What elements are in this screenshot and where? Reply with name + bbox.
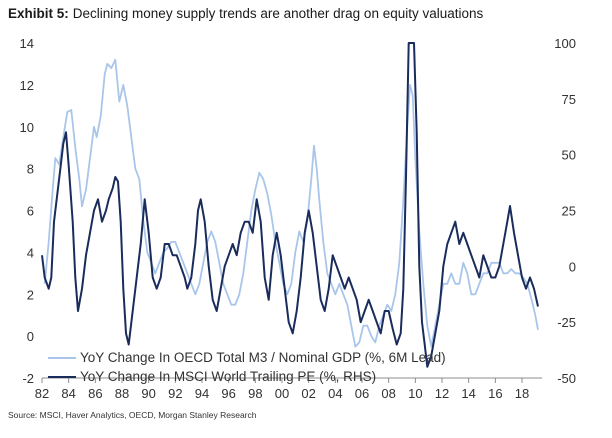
series-lines [41,42,539,368]
y-left-ticks: 14 12 10 8 6 4 2 0 -2 [20,36,34,386]
y-right-tick-label: 50 [562,148,576,163]
x-tick-label: 84 [61,386,75,401]
x-tick-label: 94 [195,386,209,401]
legend-label-m3: YoY Change In OECD Total M3 / Nominal GD… [80,350,446,365]
y-right-tick-label: -25 [557,315,576,330]
x-tick-label: 96 [221,386,235,401]
x-tick-label: 98 [248,386,262,401]
x-tick-label: 06 [355,386,369,401]
y-left-tick-label: 0 [27,329,34,344]
exhibit-label: Exhibit 5: [8,6,69,21]
x-tick-label: 14 [461,386,475,401]
y-left-tick-label: 2 [27,287,34,302]
series-line-m3 [43,58,539,348]
y-right-tick-label: 0 [569,259,576,274]
x-tick-label: 04 [328,386,342,401]
legend: YoY Change In OECD Total M3 / Nominal GD… [48,350,446,384]
x-tick-label: 18 [515,386,529,401]
chart-title: Exhibit 5: Declining money supply trends … [8,6,484,21]
x-tick-label: 12 [435,386,449,401]
x-ticks: 82 84 86 88 90 92 94 96 98 00 02 04 06 08 10 12 14 16 18 [35,378,529,401]
y-right-ticks: 100 75 50 25 0 -25 -50 [554,36,576,386]
legend-label-pe: YoY Change In MSCI World Trailing PE (%,… [80,369,376,384]
x-tick-label: 90 [141,386,155,401]
x-tick-label: 16 [488,386,502,401]
y-right-tick-label: 75 [562,92,576,107]
x-tick-label: 08 [381,386,395,401]
y-right-tick-label: -50 [557,371,576,386]
series-line-pe [41,42,539,368]
chart-title-text: Declining money supply trends are anothe… [73,6,484,21]
x-tick-label: 82 [35,386,49,401]
x-tick-label: 00 [275,386,289,401]
y-left-tick-label: 4 [27,245,34,260]
plot-area: 82 84 86 88 90 92 94 96 98 00 02 04 06 08 10 12 14 16 18 1… [20,36,576,401]
y-left-tick-label: 10 [20,120,34,135]
y-left-tick-label: 8 [27,162,34,177]
y-left-tick-label: -2 [22,371,34,386]
y-right-tick-label: 100 [554,36,576,51]
y-left-tick-label: 12 [20,78,34,93]
x-tick-label: 92 [168,386,182,401]
x-tick-label: 86 [88,386,102,401]
x-tick-label: 88 [115,386,129,401]
x-tick-label: 10 [408,386,422,401]
y-right-tick-label: 25 [562,204,576,219]
x-tick-label: 02 [301,386,315,401]
source-note: Source: MSCI, Haver Analytics, OECD, Mor… [8,410,257,420]
y-left-tick-label: 14 [20,36,34,51]
y-left-tick-label: 6 [27,204,34,219]
